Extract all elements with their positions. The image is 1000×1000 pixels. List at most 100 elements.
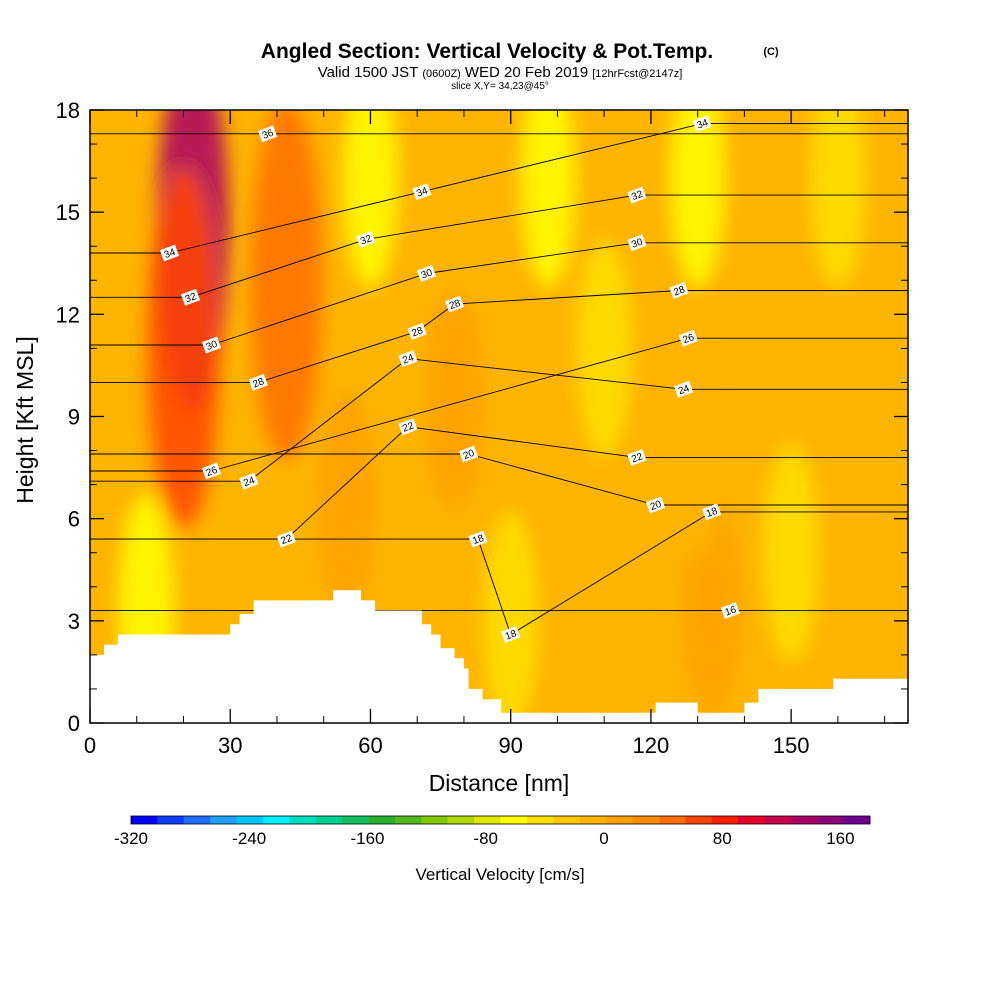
contour-label-17: 24 <box>398 350 418 367</box>
svg-text:18: 18 <box>471 533 486 547</box>
plot-area: 36 34 34 34 32 32 32 30 30 30 28 28 28 28 26 26 24 24 24 22… <box>90 110 908 723</box>
colorbar-swatch <box>236 816 264 824</box>
svg-text:22: 22 <box>280 533 295 547</box>
colorbar-swatch <box>658 816 686 824</box>
subtitle-date: WED 20 Feb 2019 <box>465 64 588 81</box>
x-tick-label: 90 <box>498 733 522 758</box>
velocity-cell-4 <box>426 289 483 510</box>
contour-label-8: 30 <box>416 265 437 282</box>
contour-line-26 <box>90 337 908 472</box>
colorbar-label: Vertical Velocity [cm/s] <box>415 865 584 884</box>
y-tick-label: 6 <box>68 507 80 532</box>
contour-label-1: 34 <box>692 115 712 132</box>
chart-title-mark: (C) <box>763 46 779 58</box>
svg-text:30: 30 <box>630 237 645 251</box>
contour-label-2: 34 <box>412 183 432 201</box>
colorbar-swatch <box>606 816 633 824</box>
contour-label-7: 30 <box>627 234 647 252</box>
svg-text:34: 34 <box>696 117 711 131</box>
contour-label-22: 20 <box>646 496 666 514</box>
svg-text:28: 28 <box>448 298 463 312</box>
velocity-cell-11 <box>342 110 399 289</box>
y-tick-label: 3 <box>68 609 80 634</box>
x-tick-label: 150 <box>773 733 810 758</box>
svg-text:18: 18 <box>705 506 720 520</box>
colorbar-swatch <box>183 816 211 824</box>
colorbar-tick-label: -240 <box>232 829 266 848</box>
colorbar-tick-label: 0 <box>599 829 608 848</box>
svg-text:30: 30 <box>205 339 220 353</box>
contour-label-6: 32 <box>180 288 201 306</box>
colorbar-frame <box>130 815 871 825</box>
y-tick-label: 12 <box>56 302 80 327</box>
contour-label-15: 26 <box>201 462 222 480</box>
colorbar-tick-label: -320 <box>114 829 148 848</box>
colorbar-tick-label: -80 <box>473 829 498 848</box>
svg-text:22: 22 <box>630 451 645 465</box>
svg-text:24: 24 <box>401 352 416 366</box>
contour-label-16: 24 <box>674 380 694 398</box>
velocity-cell-9 <box>669 110 726 289</box>
colorbar-swatch <box>289 816 317 824</box>
contour-label-13: 28 <box>248 374 268 391</box>
colorbar-swatch <box>764 816 792 824</box>
contour-label-5: 32 <box>356 231 376 248</box>
svg-text:24: 24 <box>242 475 257 489</box>
contour-label-23: 20 <box>459 445 479 463</box>
contour-label-26: 18 <box>501 626 521 643</box>
x-axis: 0 30 60 90 120 150 <box>84 110 886 758</box>
colorbar-swatch <box>711 816 739 824</box>
velocity-cell-6 <box>669 340 726 561</box>
colorbar-swatch <box>447 816 475 824</box>
contour-label-9: 30 <box>201 336 222 354</box>
svg-text:20: 20 <box>649 499 664 513</box>
colorbar-swatch <box>553 816 581 824</box>
svg-text:34: 34 <box>163 247 178 261</box>
x-tick-label: 120 <box>633 733 670 758</box>
colorbar-tick-label: -160 <box>350 829 384 848</box>
contour-label-19: 22 <box>627 449 647 466</box>
contour-label-12: 28 <box>407 323 427 340</box>
contour-labels: 36 34 34 34 32 32 32 30 30 30 28 28 28 28 26 26 24 24 24 22… <box>159 115 740 643</box>
svg-text:32: 32 <box>184 291 199 305</box>
velocity-cell-8 <box>520 110 577 289</box>
svg-text:32: 32 <box>359 233 374 247</box>
colorbar-swatch <box>394 816 422 824</box>
colorbar-swatch <box>738 816 765 824</box>
velocity-cell-12 <box>576 238 633 459</box>
colorbar-swatch <box>500 816 528 824</box>
contour-label-18: 24 <box>239 472 259 490</box>
svg-text:22: 22 <box>401 420 416 434</box>
colorbar-swatch <box>685 816 713 824</box>
contour-label-0: 36 <box>258 125 278 143</box>
colorbar-swatch <box>474 816 501 824</box>
y-tick-label: 15 <box>56 200 80 225</box>
velocity-cell-10 <box>809 110 866 289</box>
terrain-mask <box>90 590 908 723</box>
contour-label-10: 28 <box>669 282 689 299</box>
contour-label-27: 16 <box>720 602 740 619</box>
colorbar-swatch <box>632 816 660 824</box>
colorbar-tick-label: 80 <box>713 829 732 848</box>
colorbar-swatch <box>817 816 845 824</box>
svg-text:36: 36 <box>261 128 276 142</box>
y-axis-label: Height [Kft MSL] <box>12 336 38 503</box>
colorbar: -320 -240 -160 -80 0 80 160 <box>114 815 871 848</box>
svg-text:28: 28 <box>252 376 267 390</box>
y-tick-label: 0 <box>68 711 80 736</box>
contour-label-3: 34 <box>159 244 180 262</box>
colorbar-swatch <box>131 816 158 824</box>
svg-text:26: 26 <box>205 465 220 479</box>
contour-label-20: 22 <box>398 418 418 436</box>
svg-text:32: 32 <box>630 189 645 203</box>
colorbar-swatch <box>579 816 607 824</box>
svg-text:34: 34 <box>415 185 430 199</box>
subtitle-valid: Valid 1500 JST <box>318 64 419 81</box>
colorbar-tick-label: 160 <box>826 829 854 848</box>
y-tick-label: 9 <box>68 405 80 430</box>
chart-slice-info: slice X,Y= 34,23@45° <box>451 81 549 92</box>
colorbar-swatch <box>210 816 238 824</box>
x-tick-label: 60 <box>358 733 382 758</box>
y-tick-label: 18 <box>56 98 80 123</box>
